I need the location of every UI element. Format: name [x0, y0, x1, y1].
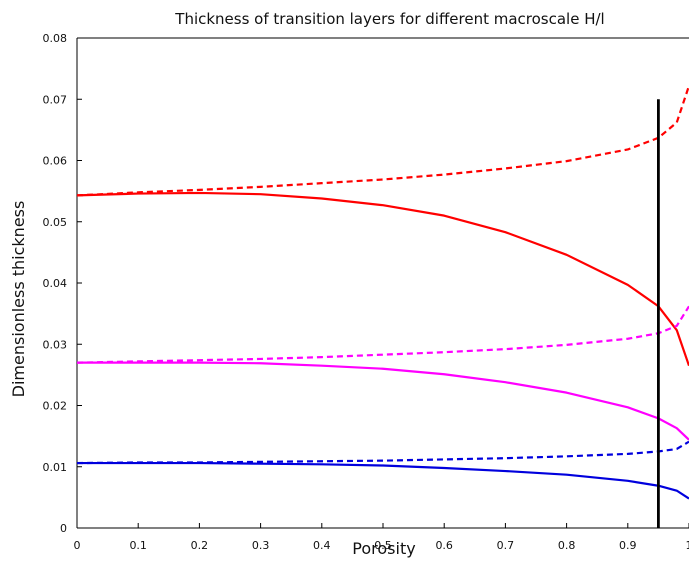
y-tick-label: 0.06	[43, 155, 68, 168]
x-tick-label: 0.5	[374, 539, 392, 552]
series-line-4	[76, 305, 689, 364]
y-tick-label: 0.02	[43, 400, 68, 413]
y-tick-label: 0.08	[43, 32, 68, 45]
x-axis-label: Porosity	[352, 539, 415, 558]
x-tick-label: 0	[74, 539, 81, 552]
x-tick-label: 0.6	[435, 539, 453, 552]
x-tick-label: 0.3	[252, 539, 270, 552]
y-tick-label: 0.03	[43, 338, 68, 351]
series-line-5	[77, 461, 689, 500]
x-tick-label: 1	[686, 539, 689, 552]
series-line-6	[76, 440, 689, 465]
series-layer	[76, 85, 689, 500]
series-line-3	[77, 361, 689, 441]
y-tick-label: 0	[60, 522, 67, 535]
x-tick-label: 0.8	[558, 539, 576, 552]
y-axis-label: Dimensionless thickness	[9, 201, 28, 398]
x-tick-label: 0.2	[191, 539, 209, 552]
chart-title: Thickness of transition layers for diffe…	[174, 10, 604, 28]
x-tick-label: 0.4	[313, 539, 331, 552]
y-tick-label: 0.04	[43, 277, 68, 290]
y-tick-label: 0.07	[43, 93, 68, 106]
x-tick-label: 0.7	[497, 539, 515, 552]
series-line-2	[76, 85, 689, 197]
series-line-1	[76, 191, 689, 367]
tick-layer: 0 0.1 0.2 0.3 0.4 0.5 0.6 0.7 0.8 0.9 1 0 0.01 0.02 0.…	[43, 32, 689, 552]
y-tick-label: 0.01	[43, 461, 68, 474]
y-tick-label: 0.05	[43, 216, 68, 229]
x-tick-label: 0.9	[619, 539, 637, 552]
x-tick-label: 0.1	[129, 539, 147, 552]
